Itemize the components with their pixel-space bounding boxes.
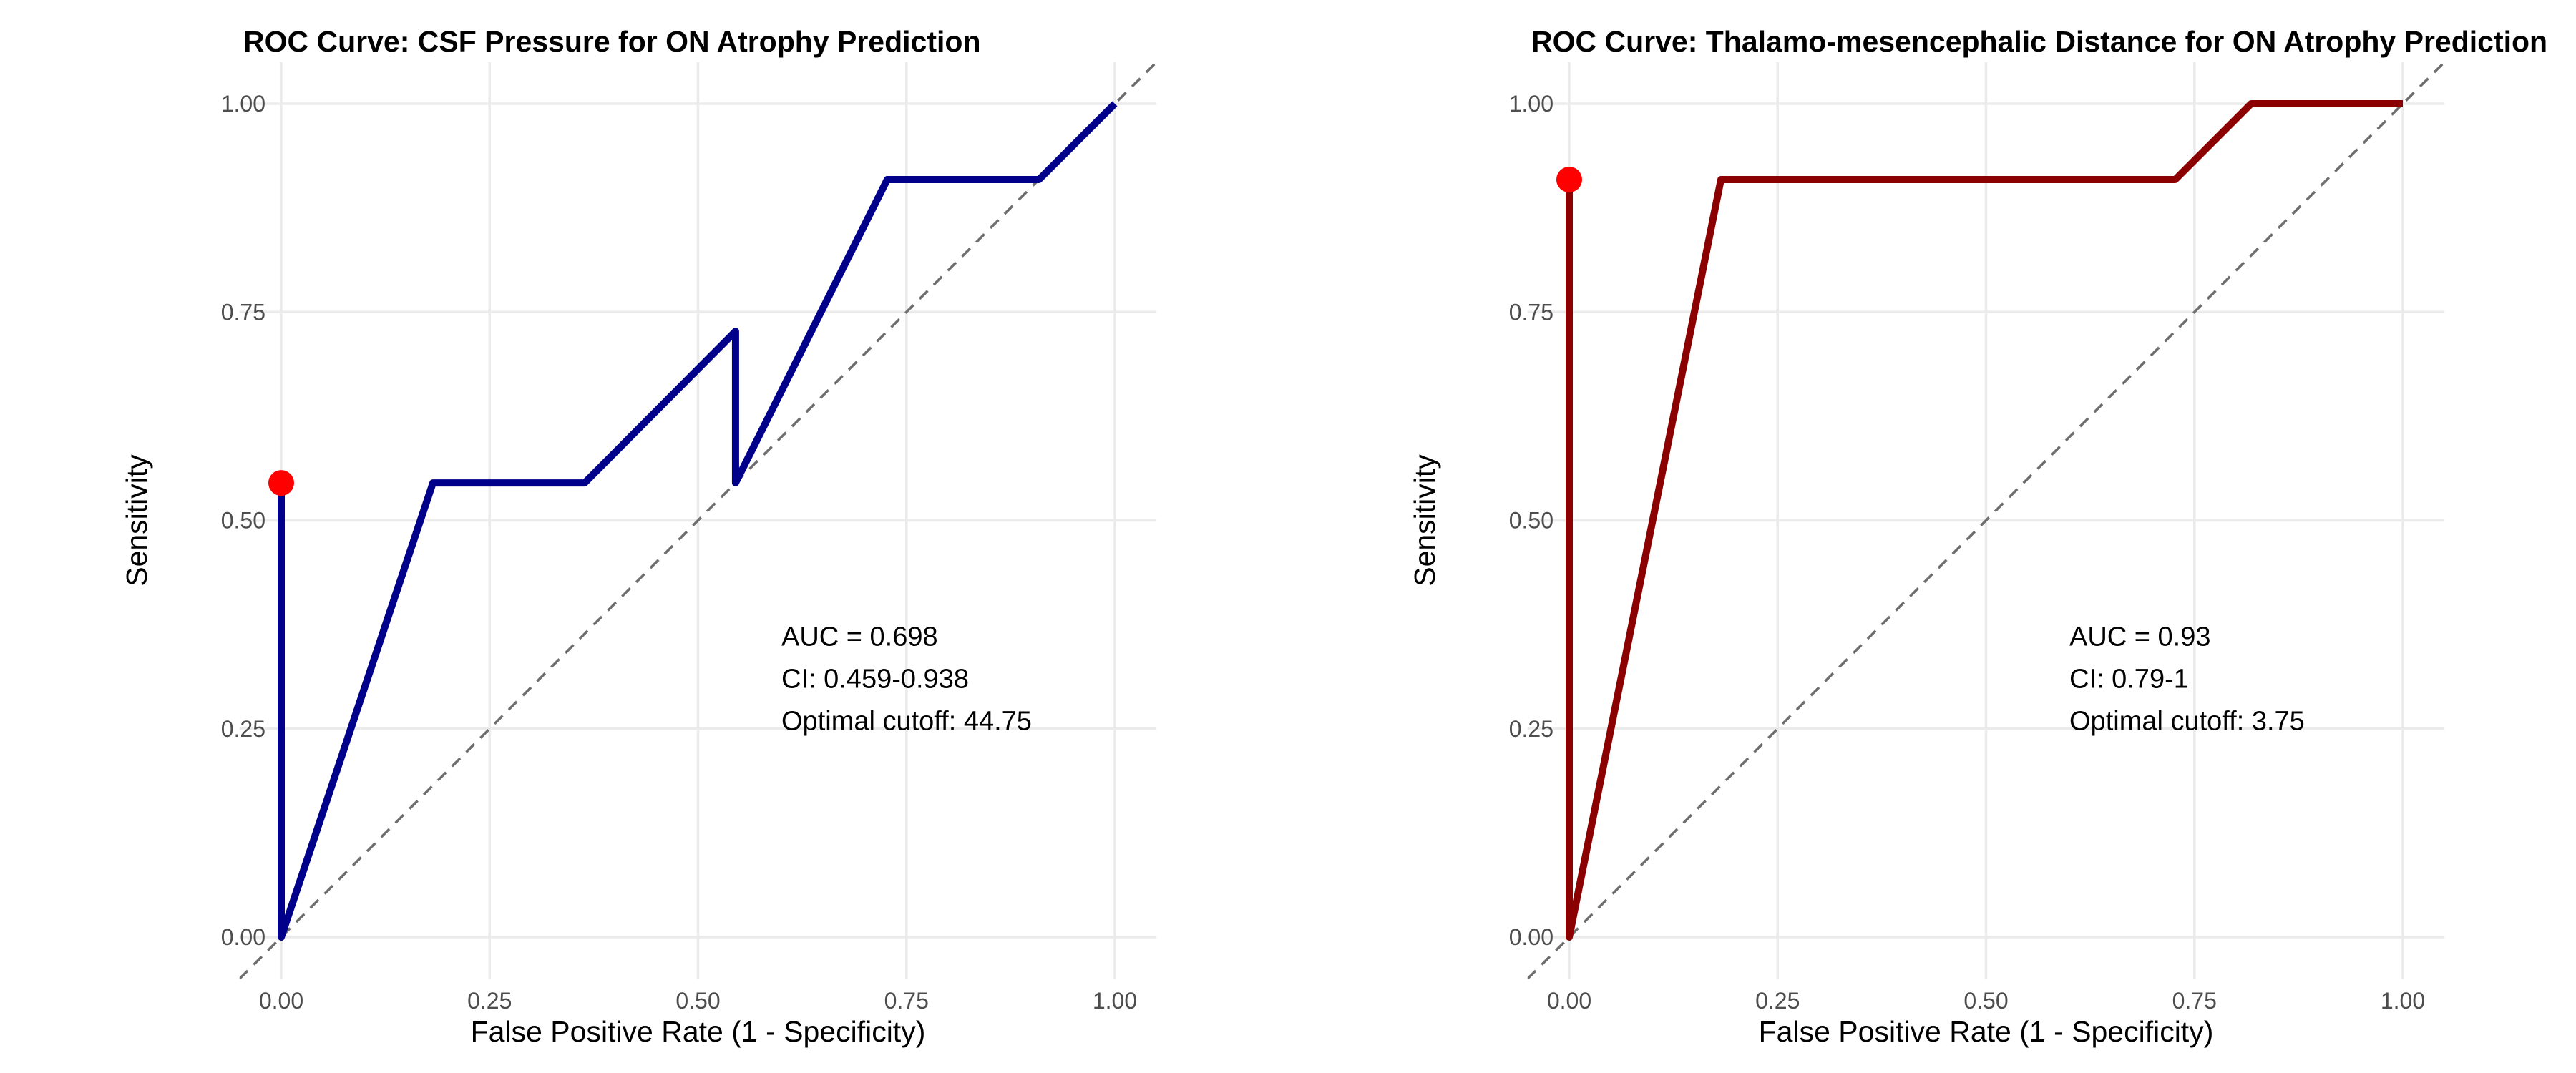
y-tick-label: 0.25 xyxy=(221,716,265,742)
y-tick-label: 0.00 xyxy=(221,924,265,950)
annotation-text: Optimal cutoff: 44.75 xyxy=(781,706,1032,736)
x-tick-label: 0.25 xyxy=(1755,988,1800,1014)
optimal-cutoff-point xyxy=(268,470,294,496)
reference-diagonal-line xyxy=(1527,62,2445,979)
x-axis-title: False Positive Rate (1 - Specificity) xyxy=(1759,1015,2214,1048)
x-axis-title: False Positive Rate (1 - Specificity) xyxy=(471,1015,926,1048)
annotation-text: CI: 0.79-1 xyxy=(2069,664,2189,694)
roc-curve-line xyxy=(278,101,1118,941)
annotation-text: AUC = 0.698 xyxy=(781,622,938,652)
chart-title: ROC Curve: Thalamo-mesencephalic Distanc… xyxy=(1531,25,2547,58)
y-axis-title: Sensitivity xyxy=(120,454,153,587)
y-tick-label: 0.25 xyxy=(1509,716,1553,742)
x-tick-label: 0.25 xyxy=(467,988,512,1014)
chart-panel-1: 0.00 0.25 0.50 0.75 1.00 0.00 0.25 0.50 0.75 1.00… xyxy=(120,25,1157,1048)
y-axis-title: Sensitivity xyxy=(1408,454,1441,587)
x-tick-label: 0.75 xyxy=(2172,988,2217,1014)
x-tick-label: 1.00 xyxy=(1093,988,1137,1014)
gridlines xyxy=(1527,62,2445,979)
y-tick-label: 0.75 xyxy=(1509,299,1553,325)
y-tick-label: 1.00 xyxy=(221,91,265,117)
annotation-text: CI: 0.459-0.938 xyxy=(781,664,969,694)
x-tick-label: 0.50 xyxy=(675,988,720,1014)
y-tick-label: 0.00 xyxy=(1509,924,1553,950)
roc-curve-line xyxy=(1566,100,2403,941)
chart-panel-2: 0.00 0.25 0.50 0.75 1.00 0.00 0.25 0.50 0.75 1.00… xyxy=(1408,25,2547,1048)
x-tick-label: 0.75 xyxy=(884,988,929,1014)
y-tick-label: 0.50 xyxy=(1509,508,1553,534)
x-tick-label: 1.00 xyxy=(2381,988,2425,1014)
reference-diagonal-line xyxy=(239,62,1157,979)
chart-title: ROC Curve: CSF Pressure for ON Atrophy P… xyxy=(243,25,981,58)
x-tick-label: 0.00 xyxy=(259,988,303,1014)
y-tick-label: 1.00 xyxy=(1509,91,1553,117)
x-tick-label: 0.00 xyxy=(1547,988,1591,1014)
optimal-cutoff-point xyxy=(1556,167,1582,193)
annotation-text: AUC = 0.93 xyxy=(2069,622,2211,652)
annotation-text: Optimal cutoff: 3.75 xyxy=(2069,706,2305,736)
x-tick-label: 0.50 xyxy=(1963,988,2008,1014)
y-tick-label: 0.50 xyxy=(221,508,265,534)
y-tick-label: 0.75 xyxy=(221,299,265,325)
